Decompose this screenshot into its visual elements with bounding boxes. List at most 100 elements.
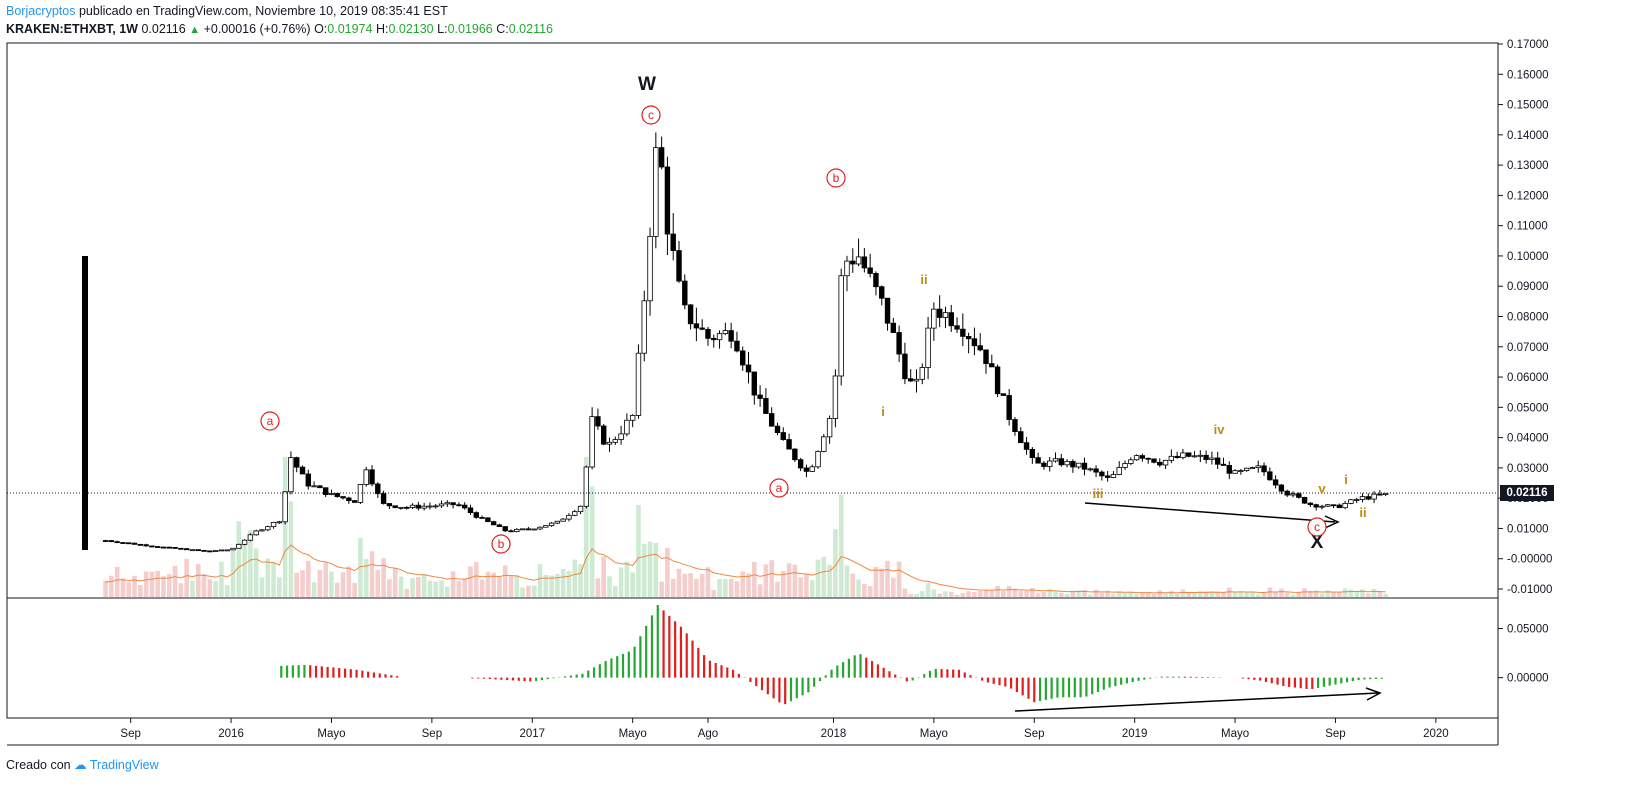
volume-bar (572, 559, 578, 597)
candle-body (612, 439, 618, 443)
candle-body (479, 517, 485, 519)
volume-bar (120, 578, 126, 597)
candle-body (572, 511, 578, 516)
candle-body (114, 541, 120, 544)
volume-bar (1093, 589, 1099, 597)
volume-bar (514, 575, 520, 597)
price-tick-label: 0.14000 (1507, 130, 1549, 142)
candle-body (166, 546, 172, 549)
wave-circle (769, 478, 789, 498)
wave-label-minor: iv (1214, 422, 1226, 437)
time-axis[interactable]: Sep 2016 Mayo Sep 2017 Mayo Ago 2018 Mayo Sep 2019… (120, 718, 1449, 740)
candle-body (519, 528, 526, 531)
candle-body (126, 542, 132, 545)
candle-body (1382, 492, 1389, 495)
macd-axis[interactable]: 0.05000 0.00000 (1498, 624, 1549, 685)
volume-bar (1053, 591, 1058, 597)
candle-body (768, 413, 775, 427)
candle-body (438, 503, 445, 507)
candle-body (994, 366, 1001, 395)
volume-bar (1244, 591, 1249, 597)
price-tick-label: 0.03000 (1507, 463, 1549, 475)
last-price: 0.02116 (141, 22, 186, 36)
candle-body (259, 529, 265, 532)
volume-bar (943, 591, 948, 597)
volume-bar (294, 572, 300, 597)
time-tick-label: 2020 (1423, 728, 1449, 740)
volume-bar (838, 494, 844, 597)
candle-body (311, 485, 317, 488)
candle-body (855, 256, 862, 265)
candle-body (826, 418, 833, 438)
volume-bar (1337, 592, 1342, 597)
candle-body (108, 540, 115, 543)
volume-bar (410, 578, 415, 597)
volume-bar (543, 574, 549, 597)
candle-body (1203, 454, 1209, 460)
price-tick-label: 0.07000 (1507, 342, 1549, 354)
candle-body (328, 493, 335, 495)
candle-body (867, 267, 873, 274)
volume-bar (1308, 591, 1313, 597)
candle-body (821, 436, 827, 452)
volume-bar (618, 567, 624, 597)
volume-bar (734, 581, 740, 597)
tradingview-link[interactable]: TradingView (89, 758, 159, 772)
volume-bar (1134, 593, 1139, 597)
candle-body (218, 549, 225, 552)
candle-body (1255, 465, 1261, 469)
volume-bar (485, 571, 491, 597)
candle-body (508, 530, 514, 533)
volume-bar (398, 576, 404, 597)
candle-body (838, 275, 844, 377)
macd-histogram (280, 604, 1383, 705)
volume-bar (253, 548, 259, 597)
wave-label-minor: i (881, 404, 885, 419)
volume-bar (1319, 593, 1325, 597)
candle-body (908, 378, 914, 382)
volume-bar (1076, 590, 1081, 597)
candle-body (1145, 457, 1151, 460)
time-tick-label: Mayo (920, 728, 948, 740)
volume-bar (1232, 592, 1238, 597)
volume-bar (566, 570, 572, 597)
candle-body (1209, 457, 1215, 460)
author-link[interactable]: Borjacryptos (6, 4, 76, 18)
candle-body (577, 505, 584, 513)
volume-bar (1105, 590, 1110, 597)
candle-body (1359, 496, 1366, 500)
volume-bars (103, 457, 1388, 597)
volume-bar (1360, 589, 1365, 597)
candle-body (212, 550, 219, 553)
candle-body (931, 308, 937, 329)
volume-bar (184, 558, 189, 597)
price-tick-label: 0.05000 (1507, 402, 1549, 414)
candle-body (670, 233, 676, 251)
volume-bar (358, 537, 363, 597)
candle-body (1151, 458, 1157, 463)
time-tick-label: 2016 (218, 728, 244, 740)
left-vertical-marker (82, 256, 88, 550)
wave-label-minor: v (1318, 481, 1326, 496)
volume-bar (317, 569, 323, 597)
price-tick-label: 0.10000 (1507, 251, 1549, 263)
wave-label-circled: a (267, 414, 274, 428)
candle-body (1174, 455, 1180, 459)
time-tick-label: 2018 (821, 728, 847, 740)
time-tick-label: Ago (698, 728, 718, 740)
candle-body (919, 367, 925, 380)
price-tick-label: -0.01000 (1507, 584, 1552, 596)
candle-body (850, 260, 856, 265)
volume-bar (601, 556, 607, 597)
candle-body (241, 539, 248, 545)
candle-body (409, 504, 416, 508)
volume-bar (641, 543, 647, 597)
volume-bar (392, 568, 398, 597)
candle-body (392, 505, 398, 509)
volume-bar (1024, 590, 1029, 597)
volume-bar (1261, 592, 1267, 597)
candle-body (427, 505, 433, 508)
candle-body (1000, 393, 1007, 396)
price-axis[interactable]: 0.17000 0.16000 0.15000 0.14000 0.13000 0.120… (1498, 39, 1552, 596)
